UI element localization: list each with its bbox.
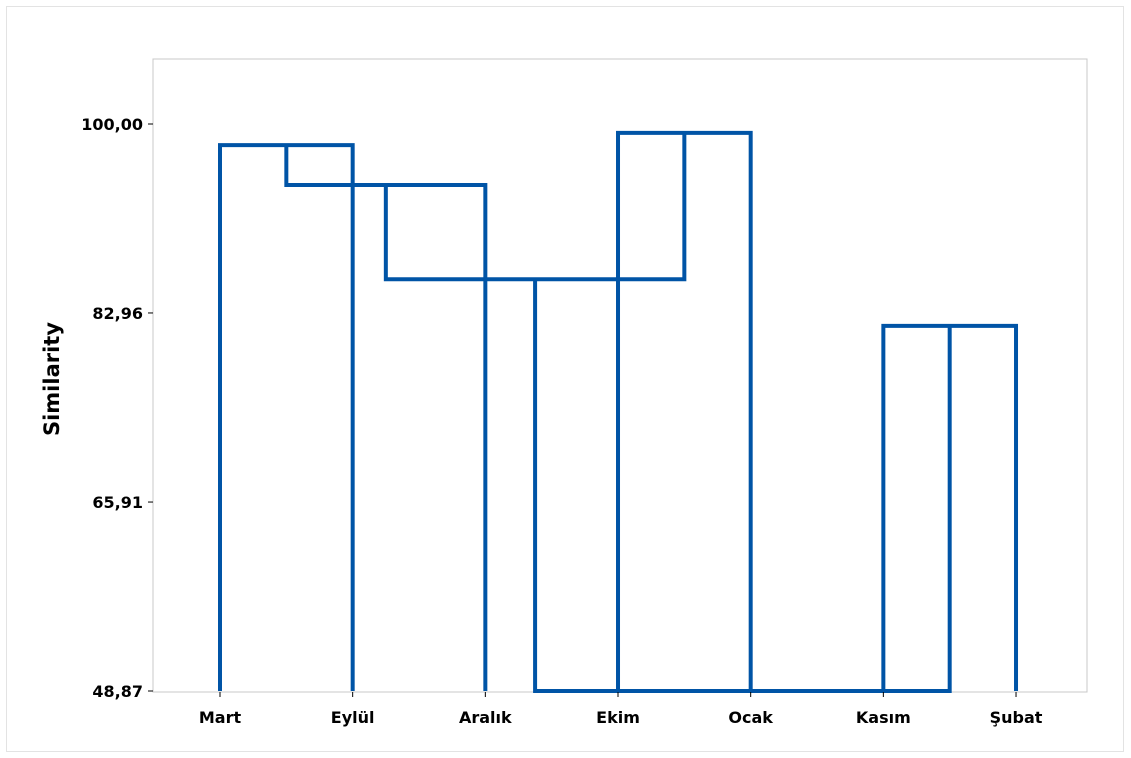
y-axis: 48,87 65,91 82,96 100,00 xyxy=(81,115,153,701)
y-tick-label: 82,96 xyxy=(92,304,143,323)
y-axis-title: Similarity xyxy=(40,322,64,436)
dendrogram-branches xyxy=(218,130,1019,693)
y-tick-label: 100,00 xyxy=(81,115,143,134)
observation-label: Mart xyxy=(199,708,242,727)
observation-label: Kasım xyxy=(856,708,911,727)
dendrogram-chart: 48,87 65,91 82,96 100,00 Mart Eylül Aralık Eki… xyxy=(40,58,1088,727)
observation-label: Ocak xyxy=(728,708,773,727)
x-axis-labels: Mart Eylül Aralık Ekim Ocak Kasım Şubat xyxy=(199,692,1043,727)
observation-label: Eylül xyxy=(331,708,375,727)
observation-label: Şubat xyxy=(990,708,1043,727)
observation-label: Aralık xyxy=(459,708,512,727)
y-tick-label: 48,87 xyxy=(92,682,143,701)
dendrogram-link xyxy=(533,279,952,693)
chart-frame: 48,87 65,91 82,96 100,00 Mart Eylül Aralık Eki… xyxy=(6,6,1124,752)
y-tick-label: 65,91 xyxy=(92,493,143,512)
dendrogram-link xyxy=(383,132,687,282)
observation-label: Ekim xyxy=(596,708,640,727)
